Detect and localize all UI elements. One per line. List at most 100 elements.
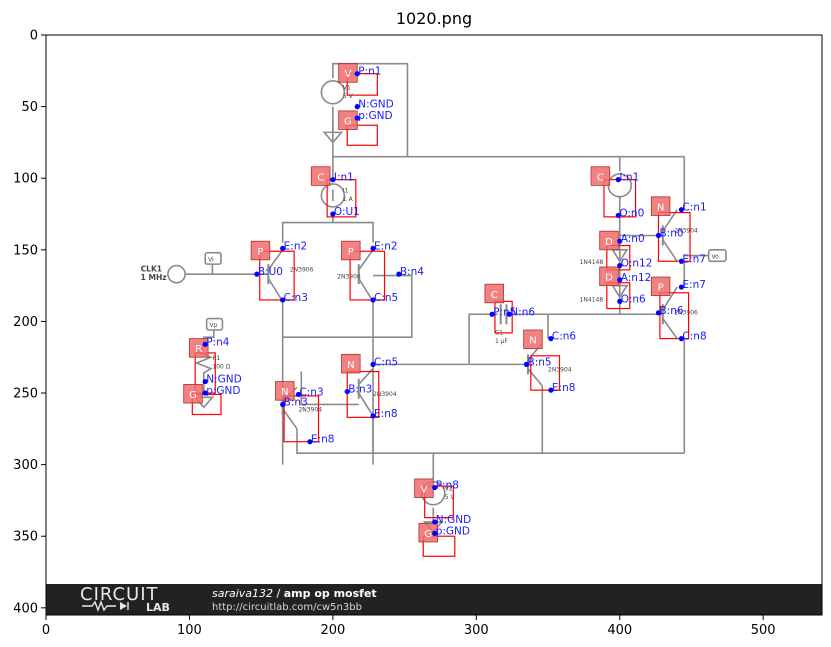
figure-title: 1020.png — [396, 9, 472, 28]
banner-url: http://circuitlab.com/cw5n3bb — [212, 602, 362, 613]
x-tick-label: 200 — [320, 623, 345, 638]
component-tag-letter: G — [189, 390, 197, 401]
pin-dot — [280, 297, 286, 303]
pin-label: C:n3 — [284, 292, 308, 304]
pin-label: B:n3 — [348, 384, 372, 396]
q2-part-label: 2N3904 — [298, 407, 322, 414]
q3-part-label: 2N3904 — [373, 391, 397, 398]
pin-dot — [432, 484, 438, 491]
component-tag-g3 — [418, 522, 438, 543]
component-tag-letter: C — [317, 172, 324, 183]
component-box-p_q11 — [659, 292, 690, 340]
pin-label: C:n8 — [682, 331, 706, 343]
pin-dot — [655, 310, 662, 316]
pin-dot — [548, 336, 554, 342]
component-tag-letter: C — [597, 172, 604, 183]
q11-symbol-emitter-lead — [662, 318, 678, 340]
i1-value-label: 1 A — [343, 196, 354, 203]
pin-label: P:n1 — [358, 66, 381, 78]
pin-label: A:n12 — [621, 272, 652, 284]
pin-label: B:n3 — [284, 396, 308, 408]
clk-freq-label: 1 MHz — [141, 273, 167, 282]
y-tick-label: 200 — [13, 315, 38, 330]
circuitlab-banner: CIRCUIT LAB saraiva132 / amp op mosfet h… — [46, 584, 822, 615]
component-box-v2 — [424, 485, 454, 519]
y-tick-label: 250 — [13, 387, 38, 402]
wire-mirror-bases — [300, 371, 359, 406]
pin-label: C:n3 — [299, 386, 323, 398]
pin-dot — [307, 439, 313, 445]
component-tag-n_q9 — [523, 329, 543, 350]
d1-part-label: 1N4148 — [580, 259, 604, 266]
component-box-p_q4 — [349, 250, 386, 301]
pin-label: E:n7 — [682, 253, 706, 265]
q10-part-label: 2N3904 — [674, 228, 698, 235]
component-tag-n_q3 — [341, 353, 361, 374]
component-tag-letter: D — [605, 237, 613, 248]
pin-label: E:n8 — [311, 434, 335, 446]
component-tag-letter: G — [424, 529, 432, 540]
pin-label: C:n5 — [374, 356, 398, 368]
x-tick-label: 400 — [607, 623, 632, 638]
pin-dot — [354, 104, 360, 110]
pin-label: I:n1 — [334, 172, 354, 184]
pin-dot — [523, 361, 530, 367]
banner-logo-diode-icon — [120, 602, 127, 610]
pin-label: E:n8 — [552, 382, 576, 394]
pin-dot — [506, 311, 512, 317]
y-tick-label: 50 — [21, 100, 38, 115]
wire-i1-right — [332, 221, 374, 243]
component-box-v1 — [346, 73, 378, 96]
clk-name-label: CLK1 — [141, 264, 162, 273]
pin-dot — [617, 262, 623, 269]
pin-dot — [370, 361, 376, 367]
q3-symbol-emitter-lead — [358, 392, 374, 417]
pin-label: P:n4 — [206, 336, 230, 348]
pin-label: C:n5 — [374, 292, 398, 304]
y-tick-label: 150 — [13, 243, 38, 258]
pin-label: p:GND — [206, 385, 240, 397]
component-tag-letter: R — [195, 344, 202, 355]
pin-dot — [370, 297, 376, 303]
wire-bottom-rail — [296, 428, 685, 454]
pin-label: I:n1 — [619, 172, 639, 184]
pin-dot — [678, 336, 685, 342]
component-tag-letter: G — [344, 117, 352, 128]
banner-author-project: saraiva132 / amp op mosfet — [212, 587, 377, 600]
component-box-p_q5 — [259, 250, 295, 301]
pin-label: B:n0 — [659, 227, 683, 239]
q2-symbol-emitter-lead — [282, 408, 298, 430]
component-tag-p_q5 — [250, 240, 271, 261]
component-tag-letter: C — [491, 290, 498, 301]
banner-logo-top: CIRCUIT — [80, 584, 159, 605]
pin-dot — [432, 530, 438, 536]
banner-author: saraiva132 — [212, 587, 273, 600]
component-tag-c_i1 — [310, 166, 331, 186]
component-tag-n_q10 — [650, 196, 671, 216]
component-box-c_i1 — [326, 179, 357, 218]
pin-label: C:n6 — [552, 331, 577, 343]
pin-label: p:GND — [358, 110, 392, 122]
q5-symbol-collector-lead — [267, 249, 284, 271]
pin-dot — [370, 245, 376, 251]
pin-dot — [254, 271, 260, 277]
component-box-n_q3 — [346, 370, 380, 418]
pin-dot — [354, 71, 360, 77]
component-tag-letter: N — [529, 336, 536, 347]
q11-symbol-collector-lead — [662, 286, 678, 311]
component-tag-letter: N — [657, 202, 664, 213]
pin-label: p:GND — [436, 525, 470, 537]
v2-name-label: V2 — [445, 485, 453, 492]
d2-part-label: 1N4148 — [580, 296, 604, 303]
vo-probe-label: Vo — [712, 253, 720, 260]
vp-probe-box — [205, 317, 224, 331]
pin-dot — [678, 284, 685, 290]
pin-dot — [617, 238, 623, 244]
c1-value-label: 1 µF — [495, 338, 509, 345]
pin-label: E:n8 — [374, 408, 398, 420]
component-tag-letter: D — [605, 273, 613, 284]
q4-symbol-collector-lead — [358, 249, 374, 271]
pin-dot — [548, 387, 554, 393]
component-tag-letter: P — [658, 283, 664, 294]
